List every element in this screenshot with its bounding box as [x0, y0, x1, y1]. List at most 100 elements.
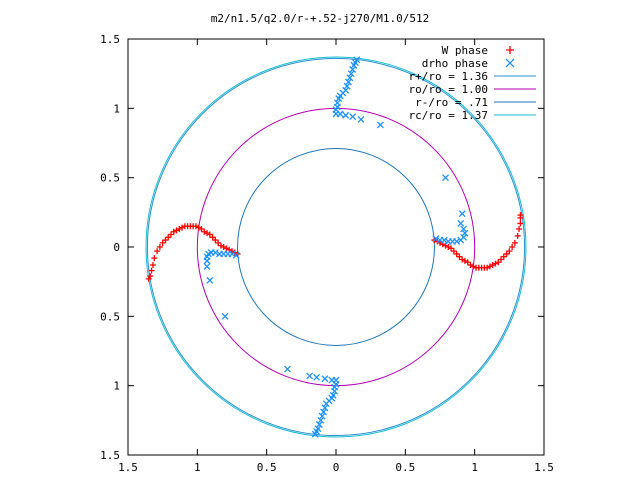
- w-phase-point: [198, 225, 205, 232]
- w-phase-point: [514, 232, 521, 239]
- w-phase-point: [445, 244, 452, 250]
- w-phase-point: [215, 239, 222, 246]
- legend-label: drho phase: [422, 57, 488, 70]
- reference-circle: [145, 56, 527, 438]
- drho-phase-point: [458, 210, 466, 218]
- w-phase-point: [489, 262, 496, 269]
- w-phase-point: [217, 242, 224, 249]
- w-phase-point: [516, 225, 523, 232]
- w-phase-point: [498, 256, 505, 263]
- drho-phase-point: [453, 237, 461, 245]
- data-points: [145, 56, 524, 438]
- y-tick-label: 0.5: [100, 172, 120, 185]
- w-phase-point: [204, 230, 211, 237]
- x-tick-label: 0.5: [395, 461, 415, 474]
- drho-phase-point: [203, 257, 211, 265]
- drho-phase-point: [284, 365, 291, 373]
- w-phase-point: [486, 263, 493, 270]
- x-tick-label: 0: [333, 461, 340, 474]
- drho-phase-point: [320, 408, 327, 416]
- w-phase-point: [179, 224, 186, 231]
- w-phase-point: [450, 248, 457, 255]
- w-phase-point: [148, 267, 155, 274]
- y-tick-label: 1.5: [100, 449, 120, 462]
- drho-phase-point: [442, 174, 450, 182]
- w-phase-point: [195, 224, 202, 231]
- drho-phase-point: [342, 111, 350, 119]
- drho-phase-point: [322, 400, 330, 408]
- w-phase-point: [448, 245, 455, 252]
- legend-marker: [506, 46, 514, 54]
- w-phase-point: [154, 248, 161, 255]
- w-phase-point: [206, 231, 213, 238]
- w-phase-point: [151, 255, 158, 262]
- drho-phase-point: [457, 219, 465, 227]
- w-phase-point: [500, 253, 507, 260]
- drho-phase-point: [216, 250, 223, 258]
- x-tick-label: 1: [471, 461, 478, 474]
- legend-label: W phase: [442, 44, 488, 57]
- drho-phase-point: [321, 404, 329, 412]
- w-phase-point: [181, 223, 188, 230]
- w-phase-point: [492, 260, 499, 267]
- w-phase-point: [453, 250, 460, 257]
- legend-marker: [505, 58, 515, 68]
- legend-label: r+/ro = 1.36: [409, 70, 488, 83]
- w-phase-point: [145, 275, 152, 282]
- w-phase-point: [176, 225, 183, 232]
- w-phase-point: [223, 245, 230, 252]
- w-phase-point: [149, 262, 156, 269]
- reference-circle: [146, 57, 526, 437]
- drho-phase-point: [206, 276, 214, 284]
- w-phase-point: [201, 228, 208, 235]
- w-phase-point: [506, 248, 513, 255]
- x-tick-label: 1.5: [534, 461, 554, 474]
- reference-circle: [196, 107, 476, 387]
- drho-phase-point: [346, 74, 354, 82]
- w-phase-point: [517, 212, 524, 219]
- w-phase-point: [165, 234, 172, 241]
- legend-label: rc/ro = 1.37: [409, 109, 488, 122]
- y-tick-label: 1: [113, 102, 120, 115]
- drho-phase-point: [203, 262, 211, 270]
- drho-phase-point: [315, 421, 323, 428]
- w-phase-point: [495, 259, 502, 266]
- w-phase-point: [459, 256, 466, 263]
- drho-phase-point: [313, 373, 321, 381]
- w-phase-point: [220, 244, 227, 250]
- w-phase-point: [503, 250, 510, 257]
- drho-phase-point: [311, 430, 319, 438]
- w-phase-point: [209, 234, 216, 241]
- drho-phase-point: [318, 412, 326, 420]
- w-phase-point: [173, 227, 180, 234]
- w-phase-point: [461, 257, 468, 264]
- drho-phase-point: [347, 70, 355, 78]
- drho-phase-point: [461, 229, 469, 237]
- drho-phase-point: [342, 86, 350, 94]
- y-tick-label: 0.5: [100, 310, 120, 323]
- y-tick-label: 0: [113, 241, 120, 254]
- w-phase-point: [159, 239, 166, 246]
- x-tick-label: 0.5: [257, 461, 277, 474]
- reference-circle: [237, 148, 435, 346]
- legend-label: ro/ro = 1.00: [409, 83, 488, 96]
- w-phase-point: [170, 228, 177, 235]
- w-phase-point: [511, 239, 518, 246]
- drho-phase-point: [349, 113, 357, 121]
- drho-phase-point: [232, 251, 240, 259]
- y-tick-label: 1.5: [100, 33, 120, 46]
- drho-phase-point: [328, 376, 336, 384]
- w-phase-point: [156, 244, 163, 250]
- axis-ticks: 1.5 1 0.5 0 0.5 1 1.51.510.500.511.5: [100, 33, 554, 474]
- y-tick-label: 1: [113, 380, 120, 393]
- drho-phase-point: [321, 375, 329, 383]
- drho-phase-point: [357, 115, 365, 123]
- w-phase-point: [162, 237, 169, 244]
- drho-phase-point: [349, 66, 357, 73]
- drho-phase-point: [376, 121, 384, 129]
- w-phase-point: [464, 259, 471, 266]
- drho-phase-point: [336, 110, 344, 118]
- drho-phase-point: [353, 56, 361, 64]
